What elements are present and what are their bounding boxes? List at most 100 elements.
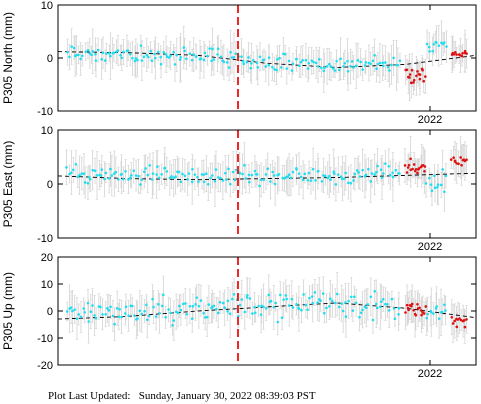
data-point [253, 305, 256, 309]
data-point [150, 178, 154, 181]
data-point [80, 54, 84, 58]
data-point [291, 170, 295, 174]
panel-1: 10 0 -10 2022 P305 North (mm) [1, 0, 477, 126]
data-point [271, 65, 274, 69]
data-point [128, 52, 132, 56]
data-point [396, 63, 400, 67]
data-point [344, 301, 347, 304]
data-point [364, 173, 368, 177]
data-point [267, 56, 271, 59]
data-point [65, 310, 69, 313]
data-point [73, 308, 77, 311]
data-point [197, 304, 201, 308]
data-point [380, 176, 384, 179]
data-point [205, 315, 209, 319]
data-point [359, 311, 363, 315]
data-point [352, 295, 356, 299]
y-axis-label: P305 Up (mm) [1, 272, 15, 350]
data-point [376, 164, 379, 168]
data-point [439, 183, 443, 187]
data-point [375, 170, 378, 174]
data-point [232, 293, 236, 296]
data-point [403, 164, 407, 167]
data-point [398, 172, 401, 175]
data-point [165, 55, 169, 59]
data-point [408, 76, 411, 79]
data-point [100, 58, 103, 61]
data-point [416, 70, 419, 73]
data-point [262, 58, 266, 61]
data-point [339, 57, 342, 61]
data-point [441, 168, 444, 171]
data-point [264, 307, 268, 310]
data-point [188, 304, 192, 308]
data-point [248, 180, 251, 184]
data-point [65, 166, 68, 169]
data-point [178, 58, 182, 61]
data-point [89, 310, 93, 313]
data-point [206, 182, 210, 186]
data-point [245, 60, 249, 64]
data-point [335, 292, 339, 296]
data-point [343, 61, 347, 65]
data-point [241, 172, 244, 176]
data-point [311, 301, 314, 305]
data-point [451, 322, 455, 325]
data-point [356, 59, 360, 62]
data-point [266, 167, 270, 170]
data-point [424, 75, 427, 78]
data-point [299, 60, 303, 64]
data-point [386, 65, 390, 69]
data-point [432, 312, 435, 315]
data-point [90, 53, 93, 57]
data-point [301, 178, 305, 182]
data-point [216, 53, 219, 56]
footer-text: Plot Last Updated: Sunday, January 30, 2… [48, 390, 316, 402]
data-point [414, 167, 418, 171]
data-point [222, 60, 226, 64]
data-point [157, 176, 161, 180]
data-point [101, 313, 104, 316]
data-point [240, 298, 244, 301]
data-point [460, 54, 464, 58]
data-point [428, 50, 431, 53]
data-point [411, 167, 414, 171]
data-point [262, 178, 266, 182]
data-point [376, 62, 380, 66]
data-point [183, 302, 187, 305]
data-point [405, 68, 409, 72]
data-point [134, 57, 138, 60]
data-point [95, 174, 99, 177]
data-point [214, 168, 218, 171]
data-point [203, 51, 207, 55]
data-point [231, 170, 235, 174]
data-point [437, 317, 441, 320]
data-point [404, 311, 407, 314]
data-point [77, 53, 80, 57]
data-point [245, 296, 249, 299]
data-point [140, 312, 144, 316]
data-point [260, 304, 263, 308]
data-point [351, 309, 355, 312]
data-point [103, 177, 106, 181]
data-point [191, 167, 194, 171]
data-point [228, 312, 232, 316]
data-point [100, 168, 104, 171]
data-point [316, 65, 320, 68]
data-point [133, 314, 136, 317]
data-point [72, 46, 76, 50]
data-point [452, 52, 456, 56]
data-point [283, 52, 287, 56]
data-point [88, 177, 92, 181]
data-point [71, 309, 74, 313]
data-point [194, 55, 198, 59]
data-point [422, 312, 426, 315]
data-point [229, 50, 232, 54]
data-point [290, 297, 294, 301]
data-point [425, 42, 429, 46]
data-point [213, 179, 217, 183]
data-point [311, 167, 315, 171]
panel-3: 20 10 0 -10 -20 2022 P305 Up (mm) [1, 252, 477, 380]
y-tick-label: 20 [41, 252, 53, 264]
data-point [357, 171, 361, 174]
